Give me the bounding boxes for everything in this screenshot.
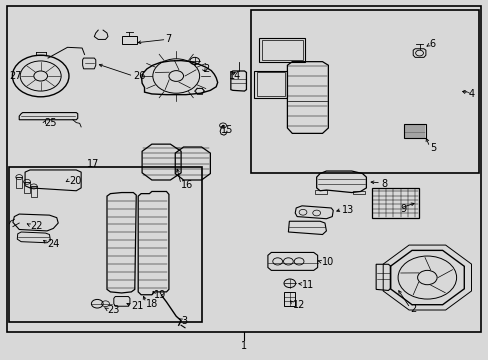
Bar: [404, 124, 425, 138]
Bar: [259, 39, 305, 62]
Bar: [261, 40, 303, 60]
Text: 16: 16: [181, 180, 193, 190]
Text: 11: 11: [302, 280, 314, 290]
Text: 5: 5: [429, 143, 435, 153]
Text: 7: 7: [165, 35, 171, 44]
Text: 8: 8: [380, 179, 386, 189]
Bar: [250, 10, 478, 173]
Bar: [315, 190, 327, 194]
Bar: [256, 72, 285, 96]
Text: 20: 20: [69, 176, 81, 186]
Text: 26: 26: [133, 71, 145, 81]
Text: 1: 1: [241, 341, 247, 351]
Text: 18: 18: [146, 299, 158, 309]
Text: 3: 3: [181, 316, 187, 325]
Text: 21: 21: [131, 301, 143, 311]
Text: 27: 27: [9, 71, 22, 81]
Text: 12: 12: [293, 300, 305, 310]
Text: 6: 6: [429, 39, 435, 49]
Text: 24: 24: [47, 239, 59, 249]
Bar: [371, 188, 418, 218]
Text: 13: 13: [341, 206, 353, 216]
Bar: [254, 71, 287, 98]
Text: 25: 25: [44, 118, 57, 128]
Text: 2: 2: [203, 64, 209, 74]
Text: 22: 22: [30, 221, 42, 231]
Text: 2: 2: [409, 304, 416, 314]
Text: 17: 17: [87, 159, 100, 169]
Bar: [9, 167, 202, 321]
Text: 14: 14: [228, 71, 241, 81]
Bar: [352, 191, 364, 194]
Bar: [31, 186, 37, 197]
Text: 23: 23: [107, 305, 119, 315]
Text: 15: 15: [221, 125, 233, 135]
Text: 10: 10: [321, 257, 333, 267]
Text: 19: 19: [154, 291, 166, 301]
Bar: [16, 177, 22, 188]
Bar: [284, 292, 295, 306]
Text: 9: 9: [400, 204, 406, 214]
Bar: [122, 36, 137, 44]
Bar: [24, 182, 30, 193]
Text: 4: 4: [468, 89, 474, 99]
